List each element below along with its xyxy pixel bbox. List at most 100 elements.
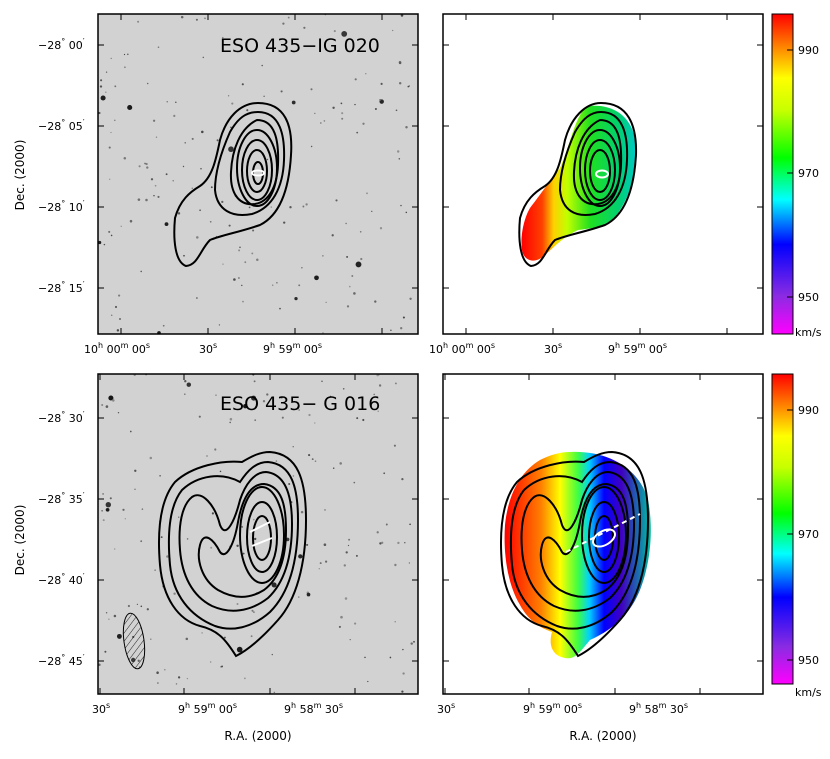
star	[110, 314, 113, 317]
star	[134, 469, 137, 472]
star	[341, 112, 344, 115]
star	[405, 126, 408, 129]
star	[242, 552, 245, 555]
star	[395, 109, 398, 112]
star	[400, 327, 403, 330]
cb-tick-970: 970	[798, 167, 819, 180]
star	[99, 85, 103, 88]
star	[410, 642, 413, 645]
star	[335, 199, 338, 202]
star	[152, 119, 156, 122]
star	[129, 430, 132, 433]
star	[263, 95, 265, 97]
star	[288, 482, 291, 486]
star	[210, 186, 213, 189]
star	[238, 249, 241, 252]
star	[279, 307, 281, 310]
cb-tick-990-b: 990	[798, 404, 819, 417]
star	[376, 531, 379, 534]
star	[333, 30, 336, 33]
star	[365, 73, 367, 75]
star	[172, 180, 174, 182]
star	[301, 267, 303, 269]
star	[393, 444, 396, 447]
star	[241, 525, 244, 528]
star	[254, 537, 257, 541]
contour-b-5	[239, 486, 285, 584]
star	[306, 592, 311, 597]
ytick-label-40: −28° 40′	[38, 572, 85, 587]
star	[124, 518, 126, 520]
star	[227, 95, 230, 97]
star	[229, 421, 232, 424]
star	[113, 614, 117, 618]
colorbar-top: 990 970 950 km/s	[771, 13, 822, 339]
star	[296, 406, 299, 409]
star	[98, 111, 101, 115]
star	[105, 71, 108, 73]
star	[157, 682, 159, 684]
star	[379, 227, 383, 230]
star	[275, 460, 278, 462]
star	[355, 261, 362, 268]
star	[351, 275, 354, 277]
ytick-label-10: −28° 10′	[38, 199, 85, 214]
star	[311, 458, 314, 460]
star	[186, 538, 189, 540]
star	[374, 107, 377, 111]
star	[302, 205, 305, 208]
star	[105, 612, 108, 614]
star	[202, 56, 205, 59]
ytick-label-45: −28° 45′	[38, 653, 85, 668]
star-field-top	[98, 14, 412, 334]
star	[394, 621, 396, 623]
star	[211, 512, 214, 515]
star	[402, 672, 405, 675]
star	[102, 519, 105, 522]
star	[219, 470, 222, 473]
star	[100, 79, 103, 82]
star	[159, 475, 161, 477]
star	[347, 544, 350, 547]
xtick-label-9h59m-r: 9h 59m 00s	[608, 341, 667, 356]
star	[252, 518, 255, 521]
star	[345, 222, 347, 225]
star	[398, 158, 401, 160]
star	[157, 195, 160, 198]
star	[353, 292, 356, 295]
star	[378, 384, 382, 387]
star	[114, 305, 118, 309]
hi-contours-top-left	[173, 101, 293, 268]
star	[329, 395, 332, 398]
star	[216, 139, 219, 142]
star	[308, 454, 311, 457]
star	[114, 85, 117, 88]
star	[110, 234, 113, 237]
star	[166, 101, 168, 103]
xtick-label-30s-r: 30s	[544, 341, 562, 356]
star	[146, 82, 149, 85]
star	[359, 231, 362, 233]
star	[178, 516, 180, 518]
star	[353, 481, 356, 484]
contour-b-4	[197, 482, 288, 598]
star	[112, 399, 115, 402]
star	[294, 296, 298, 301]
star	[122, 508, 125, 511]
star	[177, 676, 181, 679]
xticks-bottom-left	[99, 374, 356, 694]
star	[136, 603, 139, 606]
star	[251, 252, 254, 255]
star	[367, 680, 369, 683]
star	[310, 145, 313, 148]
star	[298, 596, 300, 598]
beam-ellipse	[122, 612, 146, 670]
star	[355, 554, 358, 557]
star	[150, 178, 154, 181]
star-field-bottom	[98, 374, 415, 693]
star	[281, 416, 284, 419]
star	[137, 20, 140, 23]
star	[244, 677, 246, 680]
star	[397, 541, 400, 545]
xtick-label-30s: 30s	[199, 341, 217, 356]
